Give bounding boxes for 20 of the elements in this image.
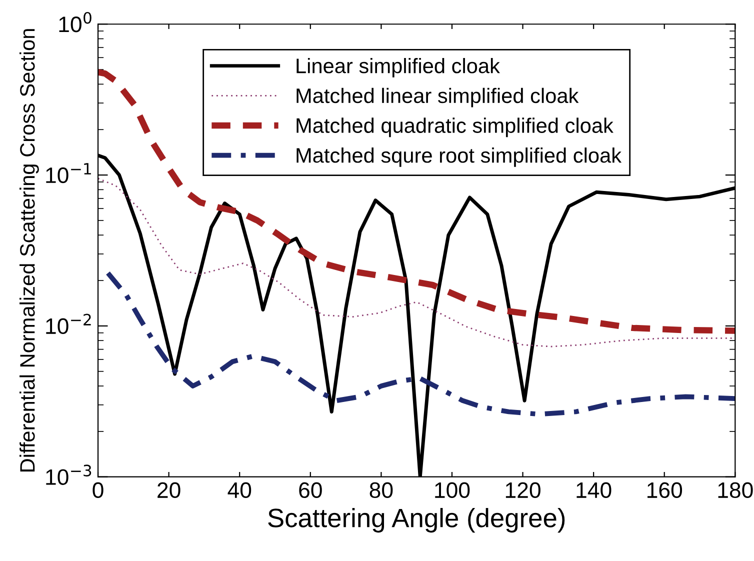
x-tick-label: 180 — [718, 482, 753, 498]
x-axis-title: Scattering Angle (degree) — [268, 508, 565, 533]
y-tick-label: 10$^{−1}$ — [46, 163, 91, 184]
legend-label: Matched quadratic simplified cloak — [296, 118, 614, 138]
y-tick-label: 10$^{0}$ — [59, 12, 92, 32]
y-tick-label: 10$^{−2}$ — [46, 314, 91, 334]
x-tick-label: 0 — [92, 482, 104, 498]
x-tick-label: 80 — [370, 482, 393, 498]
legend-label: Matched squre root simplified cloak — [296, 148, 622, 167]
x-tick-label: 140 — [576, 482, 612, 498]
x-tick-label: 100 — [435, 482, 470, 498]
x-tick-label: 40 — [228, 482, 252, 498]
y-tick-label: 10$^{−3}$ — [46, 464, 92, 485]
legend-label: Matched linear simplified cloak — [296, 88, 579, 108]
x-tick-label: 60 — [299, 482, 322, 498]
x-tick-label: 20 — [158, 482, 180, 498]
x-tick-label: 120 — [506, 482, 540, 498]
legend-label: Linear simplified cloak — [296, 58, 500, 78]
x-tick-label: 160 — [648, 482, 682, 498]
y-axis-title: Differential Normalized Scattering Cross Section — [20, 29, 39, 472]
